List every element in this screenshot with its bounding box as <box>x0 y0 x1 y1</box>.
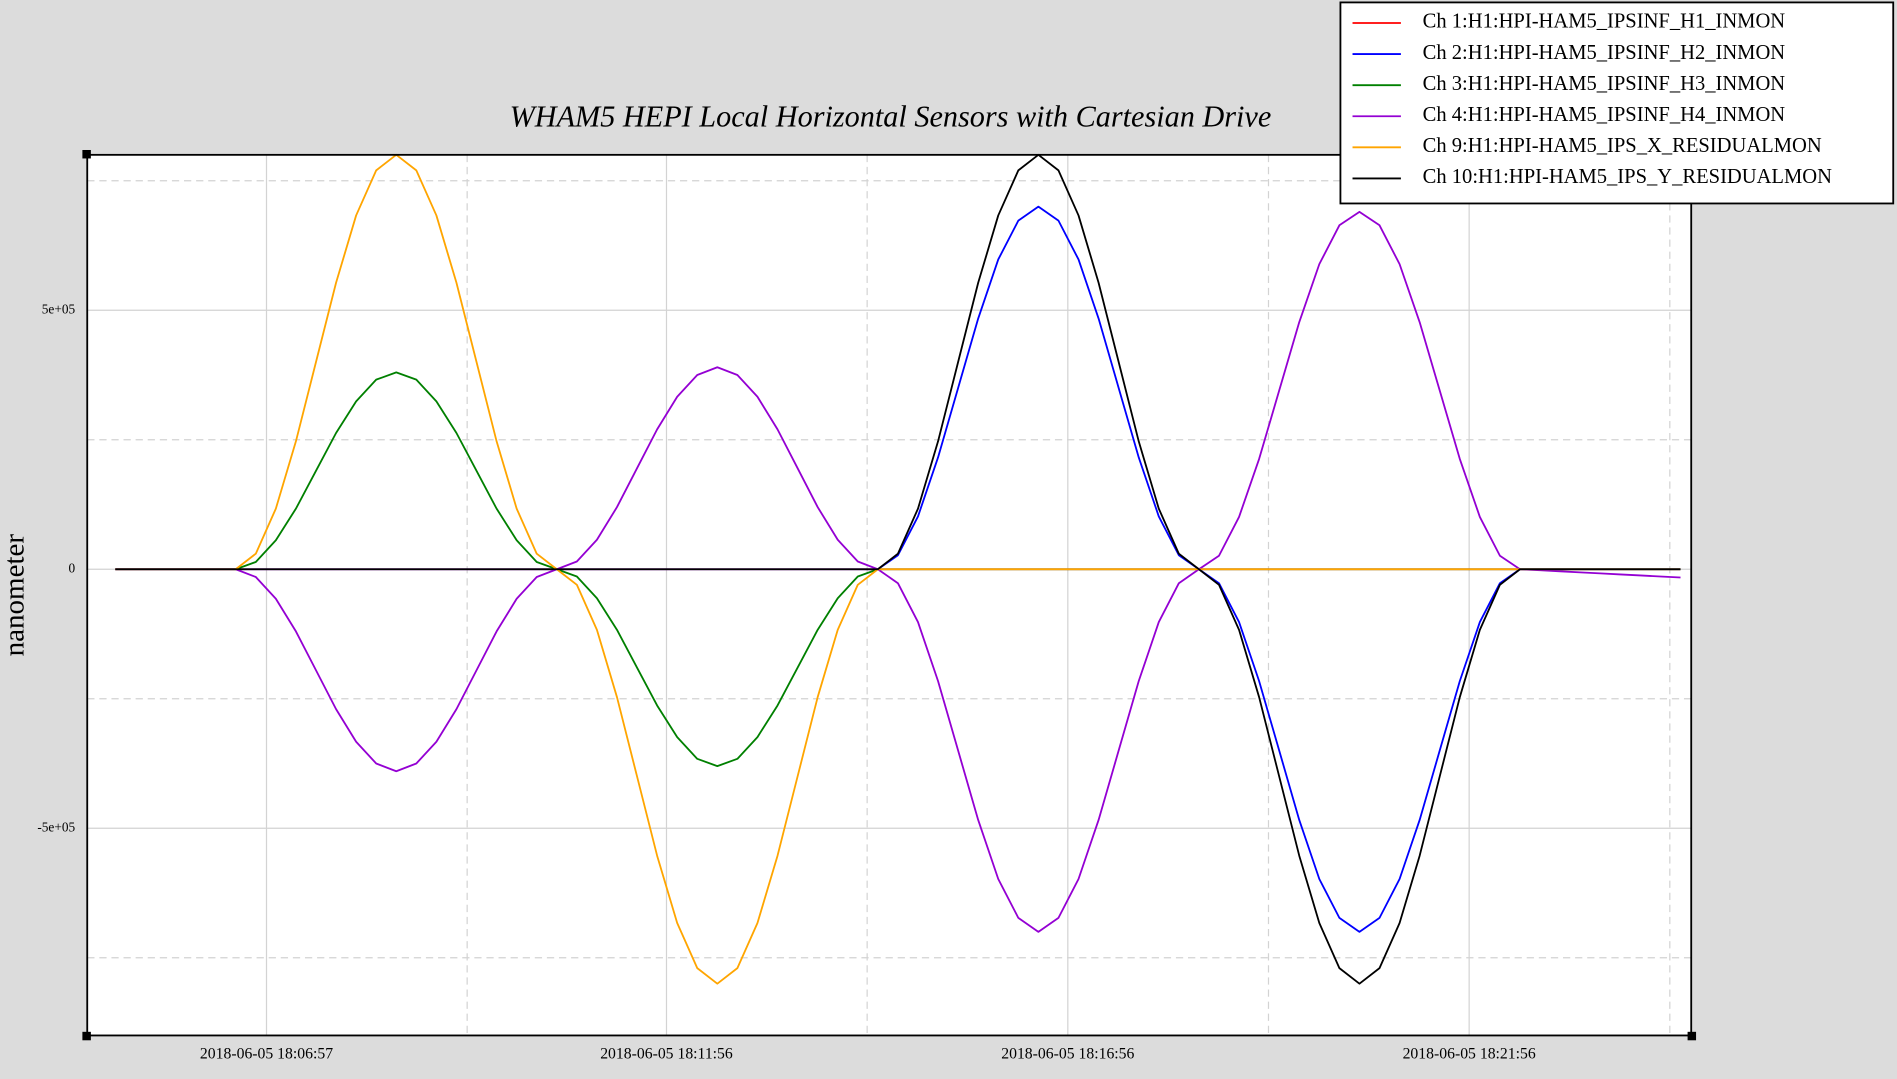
legend-box <box>1339 1 1895 205</box>
series-line <box>115 153 1681 985</box>
x-tick-label: 2018-06-05 18:16:56 <box>1001 1045 1134 1062</box>
plot-area <box>87 154 1692 1036</box>
legend-label: Ch 10:H1:HPI-HAM5_IPS_Y_RESIDUALMON <box>1423 166 1832 188</box>
corner-marker <box>1687 1031 1697 1041</box>
legend-label: Ch 9:H1:HPI-HAM5_IPS_X_RESIDUALMON <box>1423 135 1822 157</box>
x-tick-label: 2018-06-05 18:11:56 <box>600 1045 733 1062</box>
y-tick-label: -5e+05 <box>37 819 75 834</box>
series-line <box>115 153 1681 985</box>
x-tick-label: 2018-06-05 18:21:56 <box>1403 1045 1536 1062</box>
tick-labels: -5e+05 0 5e+05 2018-06-05 18:06:57 2018-06-0… <box>37 301 1536 1062</box>
chart-title: WHAM5 HEPI Local Horizontal Sensors with… <box>510 100 1272 134</box>
corner-marker <box>82 1031 91 1041</box>
x-tick-label: 2018-06-05 18:06:57 <box>200 1045 333 1062</box>
series-line <box>115 210 1681 933</box>
legend-label: Ch 4:H1:HPI-HAM5_IPSINF_H4_INMON <box>1423 104 1786 126</box>
corner-marker <box>82 149 91 159</box>
y-axis-label: nanometer <box>0 534 31 657</box>
series-lines <box>115 153 1681 985</box>
y-tick-label: 5e+05 <box>42 301 76 316</box>
legend-label: Ch 2:H1:HPI-HAM5_IPSINF_H2_INMON <box>1423 42 1786 64</box>
y-tick-label: 0 <box>68 560 75 575</box>
legend-label: Ch 1:H1:HPI-HAM5_IPSINF_H1_INMON <box>1423 11 1786 33</box>
legend: Ch 1:H1:HPI-HAM5_IPSINF_H1_INMON Ch 2:H1:… <box>1339 1 1895 205</box>
plot-frame <box>86 153 1693 1037</box>
legend-label: Ch 3:H1:HPI-HAM5_IPSINF_H3_INMON <box>1423 73 1786 95</box>
